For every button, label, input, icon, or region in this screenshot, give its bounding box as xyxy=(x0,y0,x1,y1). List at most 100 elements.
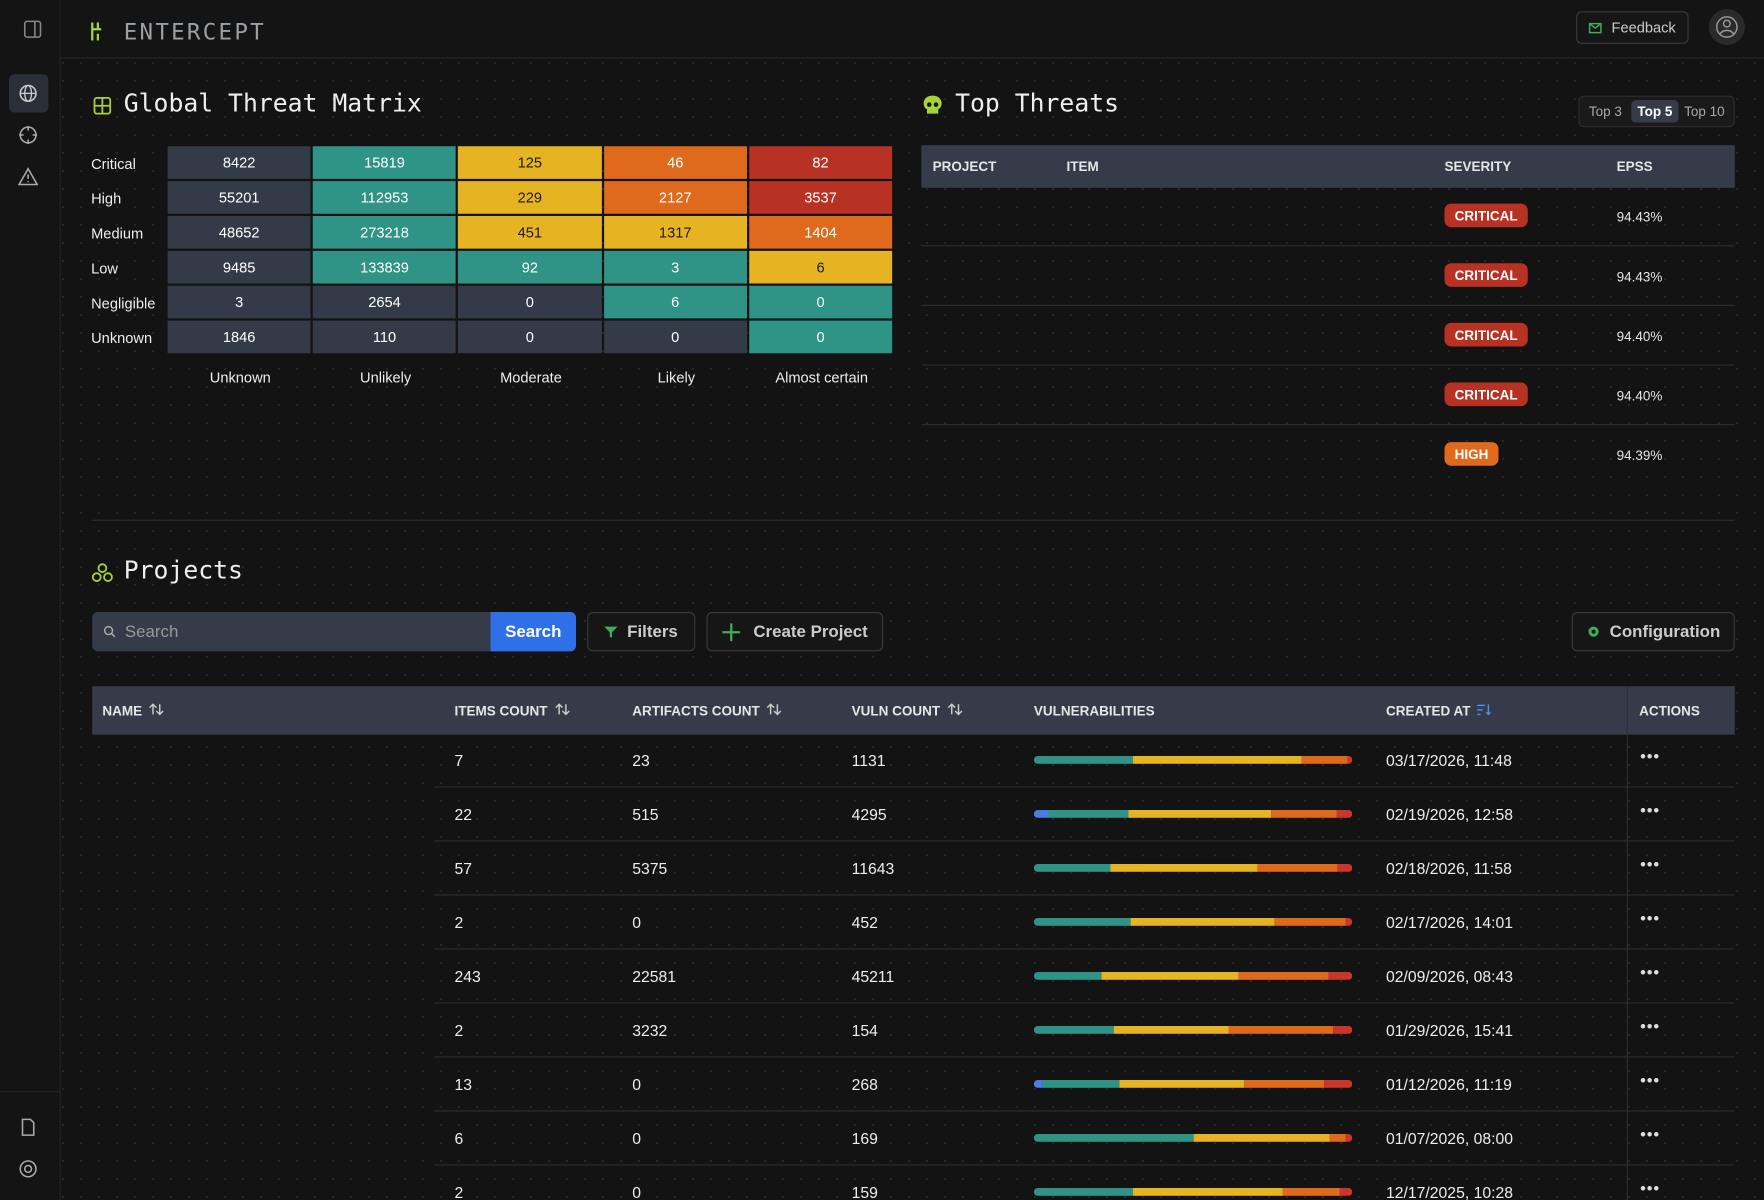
matrix-cell: 6 xyxy=(603,285,747,319)
matrix-row-label: Negligible xyxy=(91,294,156,312)
items-count: 2 xyxy=(454,1020,464,1039)
artifacts-count: 0 xyxy=(632,1074,642,1093)
vuln-segment xyxy=(1301,756,1348,764)
threat-col-header: PROJECT xyxy=(932,158,997,175)
threat-row-border xyxy=(921,424,1735,426)
matrix-cell: 229 xyxy=(458,181,602,214)
matrix-cell: 92 xyxy=(458,250,602,284)
vuln-segment xyxy=(1033,756,1133,764)
sidebar-toggle[interactable] xyxy=(23,19,43,39)
matrix-cell: 6 xyxy=(749,250,893,284)
items-count: 22 xyxy=(454,804,473,823)
vuln-bar xyxy=(1033,1026,1353,1034)
vuln-segment xyxy=(1282,1188,1340,1196)
vuln-segment xyxy=(1275,918,1346,926)
nav-globe[interactable] xyxy=(18,83,38,103)
matrix-cell: 0 xyxy=(458,285,602,319)
create-button[interactable]: Create Project xyxy=(706,612,884,652)
matrix-title: Global Threat Matrix xyxy=(123,90,422,119)
vuln-segment xyxy=(1130,918,1276,926)
header-label: VULN COUNT xyxy=(851,702,941,719)
logo xyxy=(91,22,102,41)
actions-menu[interactable]: ••• xyxy=(1640,1125,1661,1143)
vuln-count: 169 xyxy=(851,1128,878,1147)
threat-tab[interactable]: Top 5 xyxy=(1631,100,1679,123)
sort-icon[interactable] xyxy=(149,702,165,719)
sort-icon[interactable] xyxy=(1477,703,1492,719)
actions-menu[interactable]: ••• xyxy=(1640,801,1661,819)
nav-help[interactable] xyxy=(18,1159,38,1179)
created-at: 01/12/2026, 11:19 xyxy=(1386,1074,1512,1093)
matrix-cell: 1846 xyxy=(167,320,311,354)
project-row-border xyxy=(434,1002,1735,1004)
created-at: 02/09/2026, 08:43 xyxy=(1386,966,1514,985)
actions-menu[interactable]: ••• xyxy=(1640,855,1661,873)
project-col-header: NAME xyxy=(102,686,165,734)
vuln-segment xyxy=(1033,864,1111,872)
artifacts-count: 0 xyxy=(632,912,642,931)
threat-tab[interactable]: Top 10 xyxy=(1684,103,1725,120)
vuln-segment xyxy=(1033,810,1049,818)
matrix-row-label: Medium xyxy=(91,225,144,242)
avatar[interactable] xyxy=(1708,8,1746,46)
threat-row-border xyxy=(921,245,1735,247)
vuln-bar xyxy=(1033,1188,1353,1196)
actions-menu[interactable]: ••• xyxy=(1640,747,1661,765)
search-input[interactable]: Search xyxy=(92,612,492,652)
epss-value: 94.39% xyxy=(1616,447,1663,463)
matrix-row-label: Unknown xyxy=(91,329,153,347)
vuln-segment xyxy=(1336,810,1353,818)
actions-menu[interactable]: ••• xyxy=(1640,1017,1661,1035)
matrix-row-label: Low xyxy=(91,259,118,277)
threat-tab[interactable]: Top 3 xyxy=(1588,103,1622,120)
vuln-segment xyxy=(1033,1134,1194,1142)
actions-menu[interactable]: ••• xyxy=(1640,1179,1661,1197)
vuln-segment xyxy=(1323,1080,1353,1088)
vuln-count: 154 xyxy=(851,1020,878,1039)
vuln-bar xyxy=(1033,1134,1353,1142)
search-button[interactable]: Search xyxy=(490,612,576,652)
matrix-col-label: Almost certain xyxy=(775,369,869,386)
sort-icon[interactable] xyxy=(554,702,570,719)
vuln-segment xyxy=(1238,972,1329,980)
artifacts-count: 515 xyxy=(632,804,659,823)
vuln-segment xyxy=(1337,864,1353,872)
vuln-count: 268 xyxy=(851,1074,878,1093)
created-at: 03/17/2026, 11:48 xyxy=(1386,750,1512,769)
feedback-icon xyxy=(1589,22,1603,33)
vuln-count: 1131 xyxy=(851,750,886,769)
vuln-segment xyxy=(1048,810,1129,818)
actions-menu[interactable]: ••• xyxy=(1640,909,1661,927)
matrix-cell: 2127 xyxy=(603,181,747,214)
actions-menu[interactable]: ••• xyxy=(1640,1071,1661,1089)
brand: ENTERCEPT xyxy=(123,18,266,45)
created-at: 01/29/2026, 15:41 xyxy=(1386,1020,1514,1039)
items-count: 2 xyxy=(454,1182,464,1200)
artifacts-count: 22581 xyxy=(632,966,677,985)
vuln-segment xyxy=(1271,810,1337,818)
vuln-count: 11643 xyxy=(851,858,895,877)
sort-icon[interactable] xyxy=(947,702,963,719)
nav-alert[interactable] xyxy=(18,167,39,187)
matrix-cell: 3537 xyxy=(749,181,893,214)
filters-button[interactable]: Filters xyxy=(587,612,696,652)
threat-col-header: SEVERITY xyxy=(1444,158,1512,175)
matrix-cell: 0 xyxy=(458,320,602,354)
actions-menu[interactable]: ••• xyxy=(1640,963,1661,981)
items-count: 7 xyxy=(454,750,464,769)
plus-icon xyxy=(721,622,740,641)
created-at: 01/07/2026, 08:00 xyxy=(1386,1128,1514,1147)
nav-target[interactable] xyxy=(18,125,38,145)
matrix-cell: 133839 xyxy=(312,250,457,284)
matrix-cell: 46 xyxy=(603,146,747,179)
configuration-button[interactable]: Configuration xyxy=(1571,612,1735,652)
artifacts-count: 23 xyxy=(632,750,650,769)
matrix-cell: 55201 xyxy=(167,181,311,214)
matrix-cell: 15819 xyxy=(312,146,457,179)
nav-docs[interactable] xyxy=(18,1117,38,1137)
threats-title: Top Threats xyxy=(955,90,1120,119)
sort-icon[interactable] xyxy=(766,702,782,719)
threat-row-border xyxy=(921,364,1735,366)
vuln-segment xyxy=(1193,1134,1330,1142)
feedback-button[interactable]: Feedback xyxy=(1576,11,1689,44)
